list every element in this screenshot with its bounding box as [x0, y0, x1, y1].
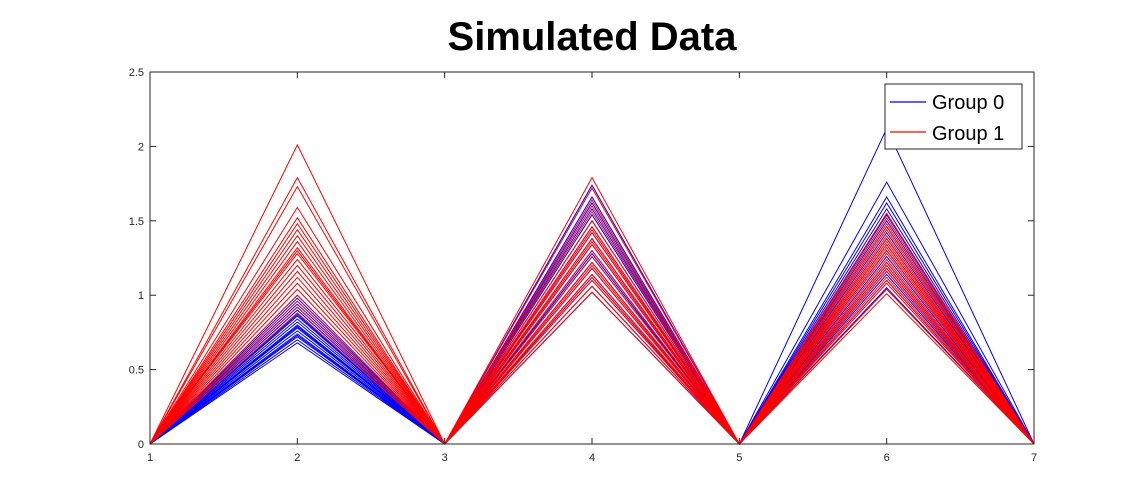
series-1-line-2 [149, 185, 1035, 445]
series-1-line-19 [149, 240, 1035, 445]
x-tick-label-0: 1 [147, 452, 153, 464]
series-1-line-20 [149, 228, 1035, 445]
series-0-line-18 [149, 252, 1035, 445]
series-1-line-16 [149, 243, 1035, 445]
series-1-line-15 [149, 225, 1035, 445]
series-1-line-0 [149, 143, 1035, 446]
x-tick-label-3: 4 [589, 452, 595, 464]
series-1-line-12 [149, 261, 1035, 445]
series-0-line-19 [149, 184, 1035, 445]
y-tick-label-4: 2 [138, 141, 144, 153]
legend-label-group-0: Group 0 [932, 92, 1004, 114]
series-1-line-8 [149, 237, 1035, 445]
series-0-line-15 [149, 201, 1035, 445]
series-1-line-18 [149, 264, 1035, 445]
legend-box [884, 83, 1023, 150]
y-tick-label-3: 1.5 [129, 216, 144, 228]
series-1-line-9 [149, 243, 1035, 445]
series-1-line-7 [149, 231, 1035, 445]
x-tick-label-4: 5 [736, 452, 742, 464]
series-1-line-17 [149, 261, 1035, 445]
series-1-line-1 [149, 176, 1035, 446]
series-1-line-13 [149, 267, 1035, 445]
series-1-line-3 [149, 204, 1035, 445]
legend-label-group-1: Group 1 [932, 123, 1004, 145]
y-tick-label-2: 1 [138, 290, 144, 302]
y-tick-label-5: 2.5 [129, 67, 144, 79]
series-1-line-5 [149, 219, 1035, 445]
series-1-line-11 [149, 255, 1035, 445]
series-1-line-4 [149, 210, 1035, 445]
chart-title: Simulated Data [448, 15, 738, 59]
series-1-line-21 [149, 237, 1035, 445]
series-1-line-6 [149, 225, 1035, 445]
x-tick-label-2: 3 [442, 452, 448, 464]
legend: Group 0 Group 1 [884, 83, 1023, 150]
y-tick-label-1: 0.5 [129, 365, 144, 377]
y-tick-label-0: 0 [138, 439, 144, 451]
x-tick-label-1: 2 [294, 452, 300, 464]
series-layer [149, 127, 1035, 446]
series-1-line-10 [149, 249, 1035, 445]
x-tick-label-6: 7 [1031, 452, 1037, 464]
x-tick-label-5: 6 [884, 452, 890, 464]
ticks-layer: 1 2 3 4 5 6 7 0 0.5 1 1.5 2 2.5 [129, 67, 1037, 464]
series-1-line-14 [149, 273, 1035, 445]
